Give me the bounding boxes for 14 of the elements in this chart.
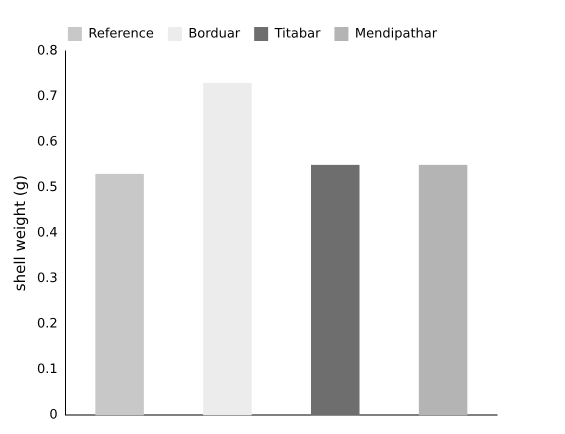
y-tick-label: 0.5 <box>36 180 58 195</box>
y-axis-title: shell weight (g) <box>10 174 29 292</box>
legend-label: Titabar <box>274 26 322 42</box>
y-tick-label: 0.1 <box>36 362 58 378</box>
y-tick-label: 0.3 <box>36 271 58 286</box>
legend-label: Borduar <box>188 26 241 42</box>
y-tick-label: 0 <box>49 408 58 423</box>
y-tick-label: 0.4 <box>36 225 58 240</box>
y-tick-label: 0.6 <box>36 134 58 150</box>
y-tick-label: 0.2 <box>36 316 58 332</box>
legend-label: Mendipathar <box>354 26 438 42</box>
legend-label: Reference <box>88 26 154 42</box>
y-tick-label: 0.8 <box>36 43 58 58</box>
y-tick-label: 0.7 <box>36 88 58 104</box>
